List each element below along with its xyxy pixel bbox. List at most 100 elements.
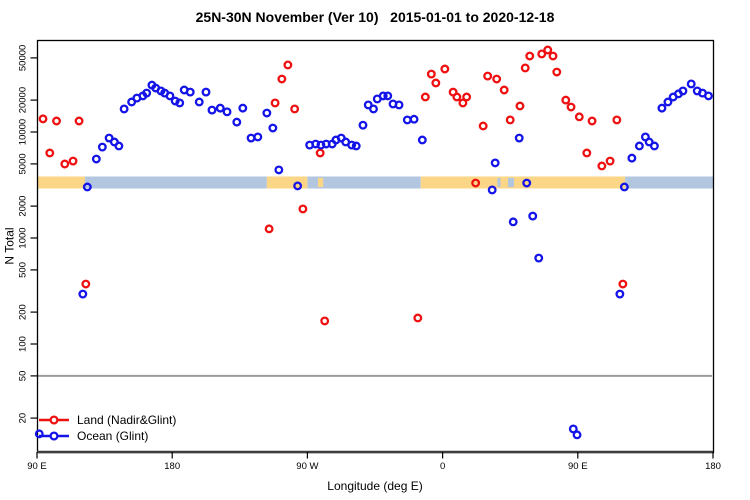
y-tick-label: 5000 <box>18 153 29 174</box>
data-point-land <box>561 95 571 105</box>
data-point-ocean <box>378 91 388 101</box>
y-tick-label: 200 <box>18 304 29 320</box>
data-point-land <box>483 71 493 81</box>
data-point-land <box>582 148 592 158</box>
x-tick-label: 90 E <box>568 461 588 472</box>
data-point-land <box>543 45 553 55</box>
data-point-ocean <box>114 141 124 151</box>
y-tick-label: 20000 <box>18 87 29 113</box>
y-axis-label: N Total <box>3 227 18 265</box>
surface-band-ocean-speck <box>507 177 514 188</box>
data-point-ocean <box>568 424 578 434</box>
legend-symbol-land-icon <box>39 415 69 425</box>
data-point-land <box>462 92 472 102</box>
legend-label-ocean: Ocean (Glint) <box>77 429 149 443</box>
data-point-ocean <box>649 141 659 151</box>
chart-title: 25N-30N November (Ver 10) 2015-01-01 to … <box>195 9 555 25</box>
data-point-ocean <box>704 91 713 101</box>
data-point-land <box>574 112 584 122</box>
data-point-ocean <box>274 165 284 175</box>
data-point-land <box>505 115 515 125</box>
data-point-ocean <box>311 139 321 149</box>
data-point-land <box>270 98 280 108</box>
data-point-ocean <box>185 87 195 97</box>
data-point-land <box>499 85 509 95</box>
surface-band-land-segment <box>266 176 308 189</box>
x-tick-label: 0 <box>440 461 445 472</box>
data-point-ocean <box>522 178 532 188</box>
surface-band-land-segment <box>37 176 86 189</box>
data-point-land <box>264 224 274 234</box>
data-point-ocean <box>175 98 185 108</box>
data-point-land <box>537 49 547 59</box>
data-point-ocean <box>91 154 101 164</box>
data-point-land <box>618 279 628 289</box>
data-point-ocean <box>194 97 204 107</box>
data-point-ocean <box>78 289 88 299</box>
data-point-land <box>68 156 78 166</box>
data-point-land <box>492 74 502 84</box>
data-point-ocean <box>634 141 644 151</box>
data-point-ocean <box>508 217 518 227</box>
data-point-ocean <box>657 103 667 113</box>
data-point-ocean <box>615 289 625 299</box>
data-point-ocean <box>572 430 582 440</box>
data-point-ocean <box>222 107 232 117</box>
legend-item-ocean: Ocean (Glint) <box>38 428 176 444</box>
data-point-ocean <box>201 87 211 97</box>
data-point-ocean <box>534 253 544 263</box>
legend-item-land: Land (Nadir&Glint) <box>38 412 176 428</box>
y-tick-label: 100 <box>18 336 29 352</box>
data-point-land <box>283 60 293 70</box>
data-point-land <box>548 51 558 61</box>
data-point-land <box>315 148 325 158</box>
data-point-ocean <box>82 182 92 192</box>
y-tick-label: 50000 <box>18 45 29 71</box>
data-point-land <box>471 178 481 188</box>
data-point-ocean <box>351 141 361 151</box>
data-point-ocean <box>316 140 326 150</box>
data-point-ocean <box>293 181 303 191</box>
x-tick-label: 180 <box>164 461 180 472</box>
data-point-land <box>81 279 91 289</box>
data-point-ocean <box>142 88 152 98</box>
data-point-ocean <box>358 120 368 130</box>
x-tick-label: 90 E <box>27 461 47 472</box>
data-point-ocean <box>215 103 225 113</box>
data-point-land <box>440 64 450 74</box>
surface-band-ocean-segment <box>85 176 267 189</box>
data-point-ocean <box>627 153 637 163</box>
data-point-ocean <box>644 137 654 147</box>
y-tick-label: 2000 <box>18 196 29 217</box>
data-point-ocean <box>417 135 427 145</box>
data-point-land <box>612 115 622 125</box>
data-point-land <box>552 67 562 77</box>
data-point-ocean <box>232 117 242 127</box>
data-point-ocean <box>487 185 497 195</box>
data-point-ocean <box>262 108 272 118</box>
data-point-land <box>566 102 576 112</box>
data-point-land <box>60 159 70 169</box>
data-point-land <box>431 78 441 88</box>
x-tick-label: 180 <box>705 461 721 472</box>
data-point-ocean <box>663 97 673 107</box>
data-point-ocean <box>686 79 696 89</box>
y-tick-label: 50 <box>18 371 29 382</box>
data-point-ocean <box>514 133 524 143</box>
data-point-ocean <box>165 91 175 101</box>
data-point-land <box>426 69 436 79</box>
data-point-land <box>277 74 287 84</box>
data-point-ocean <box>238 103 248 113</box>
y-tick-label: 500 <box>18 262 29 278</box>
surface-band-land-speck <box>317 177 324 188</box>
data-point-ocean <box>253 132 263 142</box>
data-point-ocean <box>246 133 256 143</box>
data-point-land <box>525 51 535 61</box>
surface-band-ocean-segment <box>625 176 713 189</box>
data-point-ocean <box>402 115 412 125</box>
data-point-land <box>452 92 462 102</box>
data-point-ocean <box>119 104 129 114</box>
legend-symbol-ocean-icon <box>39 431 69 441</box>
data-point-land <box>458 98 468 108</box>
